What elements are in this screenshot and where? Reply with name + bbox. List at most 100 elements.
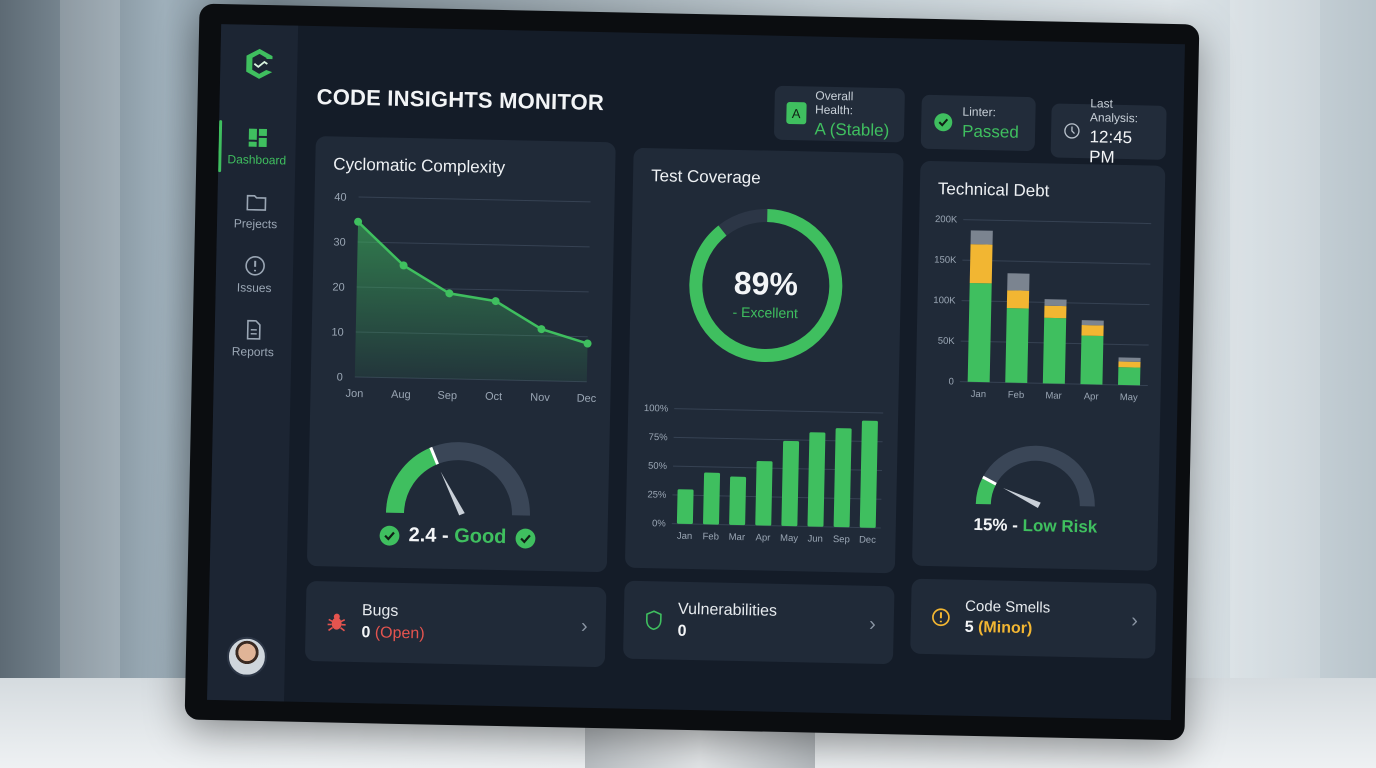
coverage-title: Test Coverage [650,166,761,188]
debt-segment [1118,361,1141,368]
analysis-label: Last Analysis: [1089,95,1139,125]
x-tick-label: Jan [971,389,987,400]
debt-segment [1042,317,1067,384]
debt-segment [1044,299,1067,307]
coverage-donut [689,209,843,363]
chevron-right-icon[interactable]: › [1130,609,1139,632]
donut-fill [689,209,843,363]
y-tick-label: 0 [948,376,954,387]
background-window [60,0,120,768]
complexity-value: 2.4 [408,524,437,547]
bugs-card[interactable]: Bugs 0 (Open) › [304,580,607,668]
chevron-right-icon[interactable]: › [580,615,588,638]
x-tick-label: Mar [729,532,746,543]
check-circle-icon [515,528,536,548]
y-tick-label: 50K [938,336,956,347]
y-tick-label: 100K [933,295,956,306]
clock-icon [1064,123,1080,139]
y-tick-label: 200K [935,214,958,225]
gridline [963,219,1152,225]
y-tick-label: 10 [331,326,343,338]
technical-debt-card: Technical Debt 0 50K 100K 150K 200K Jan Feb Mar… [911,160,1166,571]
debt-gauge-track [975,445,1095,507]
sidebar-item-issues[interactable]: Issues [216,254,294,296]
y-tick-label: 20 [332,281,344,293]
x-tick-label: May [780,533,798,544]
debt-gauge [975,445,1095,508]
y-tick-label: 25% [647,489,667,500]
background-window [1230,0,1320,768]
y-tick-label: 50% [648,461,668,472]
debt-segment [1044,305,1067,319]
coverage-percent: 89% [733,264,799,303]
data-point [354,217,363,226]
debt-segment [1081,320,1104,326]
area-fill [354,221,588,382]
chevron-right-icon[interactable]: › [868,613,876,636]
health-label: Overall Health: [814,88,854,117]
debt-gauge-fill [975,477,997,505]
debt-segment [1007,273,1030,291]
coverage-bar [729,476,747,526]
debt-segment [1118,367,1141,386]
user-avatar[interactable] [226,636,268,678]
complexity-gauge [385,442,530,516]
sidebar-item-label: Dashboard [227,152,287,168]
coverage-bar [755,461,773,526]
x-tick-label: Dec [859,535,876,546]
data-point [399,261,408,270]
data-point [445,289,454,298]
data-point [583,339,592,348]
debt-segment [1080,335,1104,385]
vulnerabilities-card[interactable]: Vulnerabilities 0 › [622,580,895,665]
x-tick-label: Jon [345,388,363,400]
complexity-title: Cyclomatic Complexity [333,154,506,178]
code-smells-card[interactable]: Code Smells 5 (Minor) › [910,578,1157,659]
dashboard-grid-icon [248,128,267,148]
debt-segment [1081,325,1104,337]
coverage-bar-chart: 0% 25% 50% 75% 100% Jan Feb Mar Apr May Jun Sep Dec [644,403,884,546]
debt-gauge-needle [1003,487,1041,508]
debt-segment [970,230,993,245]
vulnerabilities-count: 0 [677,622,687,640]
gridline [357,241,590,248]
sidebar-item-label: Prejects [233,216,278,232]
alert-circle-icon [244,256,265,276]
analysis-time: 12:45 PM [1088,126,1133,167]
separator: - [1007,515,1023,535]
sidebar-item-projects[interactable]: Prejects [217,190,295,232]
complexity-score: 2.4 - Good [307,522,607,551]
linter-status: Linter: Passed [920,94,1036,152]
y-tick-label: 150K [934,255,957,266]
x-tick-label: Oct [485,391,502,403]
complexity-card: Cyclomatic Complexity 0 10 20 30 40 Jon Aug Sep… [306,136,616,573]
sidebar: Dashboard Prejects Issues Reports [207,24,299,702]
complexity-gauge-fill [385,447,438,514]
bugs-count: 0 [361,624,371,642]
complexity-status: Good [453,525,507,549]
x-tick-label: Aug [391,389,411,401]
x-tick-label: Feb [702,531,719,542]
debt-value: 15% [973,514,1008,535]
sidebar-item-dashboard[interactable]: Dashboard [218,126,296,168]
folder-icon [245,194,266,211]
x-tick-label: Mar [1045,390,1062,401]
coverage-bar [807,432,826,527]
debt-stacked-bar-chart: 0 50K 100K 150K 200K Jan Feb Mar Apr May [933,214,1152,403]
bugs-note: (Open) [374,624,425,643]
x-tick-label: Apr [755,532,770,543]
y-tick-label: 100% [644,403,669,415]
debt-score: 15% - Low Risk [913,514,1158,539]
monitor: Dashboard Prejects Issues Reports CODE I… [184,3,1200,741]
x-tick-label: Sep [833,534,850,545]
debt-segment [1005,308,1029,384]
y-tick-label: 75% [648,432,668,443]
linter-label: Linter: [962,104,997,119]
sidebar-item-reports[interactable]: Reports [214,318,292,360]
debt-segment [969,244,993,284]
overall-health-status: A Overall Health: A (Stable) [773,85,905,143]
bug-icon [327,613,346,632]
y-tick-label: 0% [652,518,667,529]
sidebar-item-label: Reports [231,344,274,360]
x-tick-label: Sep [437,390,457,402]
